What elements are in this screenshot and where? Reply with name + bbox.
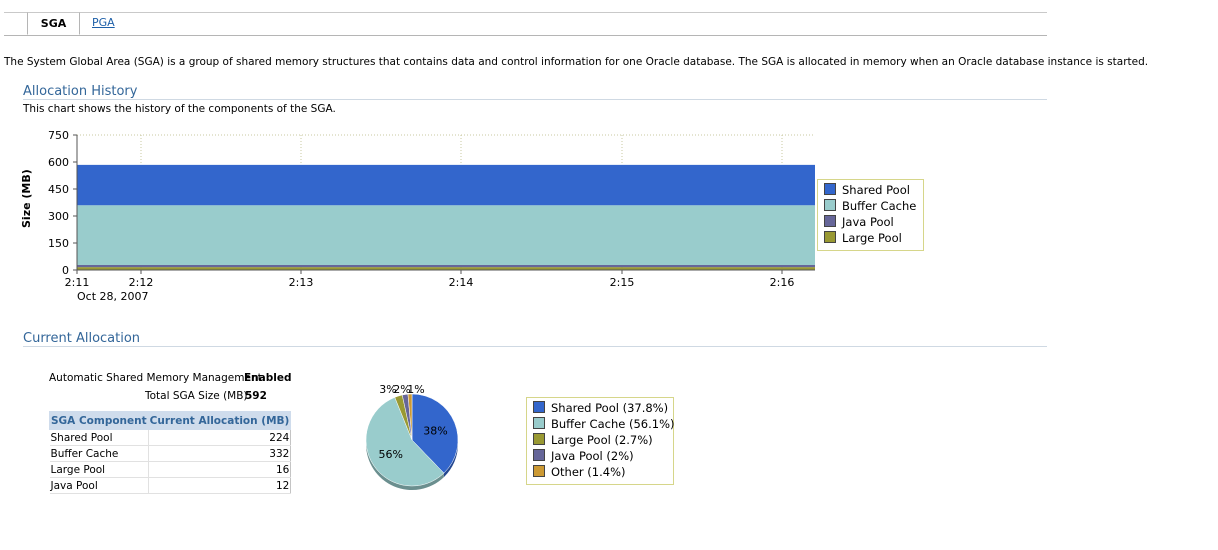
- legend-label: Buffer Cache: [842, 199, 917, 213]
- legend-label: Shared Pool (37.8%): [551, 401, 669, 415]
- pie-legend: Shared Pool (37.8%) Buffer Cache (56.1%)…: [526, 397, 675, 485]
- x-tick-label: 2:11: [65, 276, 90, 289]
- area-series-large-pool: [77, 267, 815, 270]
- legend-swatch: [533, 401, 545, 413]
- pie-data-label: 38%: [423, 425, 447, 438]
- current-allocation-rule: [23, 346, 1047, 347]
- legend-swatch: [533, 417, 545, 429]
- legend-item-large-pool: Large Pool: [824, 231, 902, 245]
- allocation-cell: 224: [148, 429, 292, 446]
- tab-bar-top-rule: [4, 12, 1047, 13]
- component-cell: Buffer Cache: [49, 445, 149, 462]
- x-tick-label: 2:15: [610, 276, 635, 289]
- pie-data-label: 1%: [407, 383, 424, 396]
- allocation-history-subtitle: This chart shows the history of the comp…: [23, 103, 336, 115]
- legend-swatch: [533, 449, 545, 461]
- y-tick-label: 150: [48, 237, 69, 250]
- y-tick-label: 750: [48, 129, 69, 142]
- legend-swatch: [533, 465, 545, 477]
- legend-label: Buffer Cache (56.1%): [551, 417, 675, 431]
- area-series-java-pool: [77, 264, 815, 268]
- legend-item-java-pool: Java Pool: [824, 215, 894, 229]
- pie-slice-other: [407, 393, 413, 441]
- current-allocation-title: Current Allocation: [23, 331, 141, 346]
- table-row: Shared Pool 224: [49, 429, 292, 446]
- allocation-history-title: Allocation History: [23, 84, 138, 99]
- pie-legend-item-other: Other (1.4%): [533, 465, 626, 479]
- x-tick-label: 2:12: [129, 276, 154, 289]
- area-series-shared-pool: [77, 164, 815, 206]
- table-row: Buffer Cache 332: [49, 445, 292, 462]
- column-header-allocation[interactable]: Current Allocation (MB): [147, 411, 292, 430]
- legend-swatch: [824, 183, 836, 195]
- x-tick-label: 2:16: [770, 276, 795, 289]
- legend-item-shared-pool: Shared Pool: [824, 183, 910, 197]
- table-header-row: SGA Component Current Allocation (MB): [49, 411, 292, 430]
- sga-components-table: SGA Component Current Allocation (MB) Sh…: [49, 411, 292, 494]
- history-legend: Shared Pool Buffer Cache Java Pool Large…: [817, 179, 924, 251]
- legend-label: Large Pool (2.7%): [551, 433, 653, 447]
- pie-data-label: 3%: [379, 383, 396, 396]
- pie-legend-item-buffer-cache: Buffer Cache (56.1%): [533, 417, 675, 431]
- table-row: Java Pool 12: [49, 477, 292, 494]
- total-sga-value: 592: [245, 390, 267, 402]
- component-cell: Shared Pool: [49, 429, 149, 446]
- pie-legend-item-shared-pool: Shared Pool (37.8%): [533, 401, 668, 415]
- pie-data-label: 56%: [379, 448, 403, 461]
- sga-description: The System Global Area (SGA) is a group …: [4, 56, 1149, 68]
- legend-label: Java Pool: [842, 215, 894, 229]
- legend-label: Shared Pool: [842, 183, 910, 197]
- table-row: Large Pool 16: [49, 461, 292, 478]
- component-cell: Large Pool: [49, 461, 149, 478]
- tab-sga[interactable]: SGA: [27, 12, 80, 35]
- asmm-label: Automatic Shared Memory Management: [49, 372, 262, 384]
- legend-item-buffer-cache: Buffer Cache: [824, 199, 916, 213]
- y-tick-label: 0: [62, 264, 69, 277]
- allocation-cell: 16: [148, 461, 292, 478]
- legend-swatch: [824, 199, 836, 211]
- allocation-history-rule: [23, 99, 1047, 100]
- legend-swatch: [824, 215, 836, 227]
- tab-bar: SGA PGA: [4, 12, 1047, 36]
- tab-pga[interactable]: PGA: [92, 16, 115, 29]
- allocation-cell: 12: [148, 477, 292, 494]
- y-tick-label: 450: [48, 183, 69, 196]
- legend-label: Large Pool: [842, 231, 902, 245]
- y-tick-label: 300: [48, 210, 69, 223]
- x-axis-date-label: Oct 28, 2007: [77, 290, 149, 303]
- asmm-value: Enabled: [244, 372, 292, 384]
- legend-swatch: [533, 433, 545, 445]
- x-tick-label: 2:14: [449, 276, 474, 289]
- area-series-buffer-cache: [77, 205, 815, 265]
- pie-slice-buffer-cache: [365, 397, 445, 487]
- pie-side-shared-pool: [443, 440, 458, 478]
- y-tick-label: 600: [48, 156, 69, 169]
- x-tick-label: 2:13: [289, 276, 314, 289]
- pie-data-label: 2%: [393, 383, 410, 396]
- allocation-cell: 332: [148, 445, 292, 462]
- component-cell: Java Pool: [49, 477, 149, 494]
- column-header-component[interactable]: SGA Component: [49, 411, 149, 430]
- total-sga-label: Total SGA Size (MB): [145, 390, 248, 402]
- legend-swatch: [824, 231, 836, 243]
- legend-label: Java Pool (2%): [551, 449, 634, 463]
- pie-legend-item-java-pool: Java Pool (2%): [533, 449, 634, 463]
- legend-label: Other (1.4%): [551, 465, 626, 479]
- pie-legend-item-large-pool: Large Pool (2.7%): [533, 433, 653, 447]
- pie-slice-shared-pool: [411, 393, 459, 474]
